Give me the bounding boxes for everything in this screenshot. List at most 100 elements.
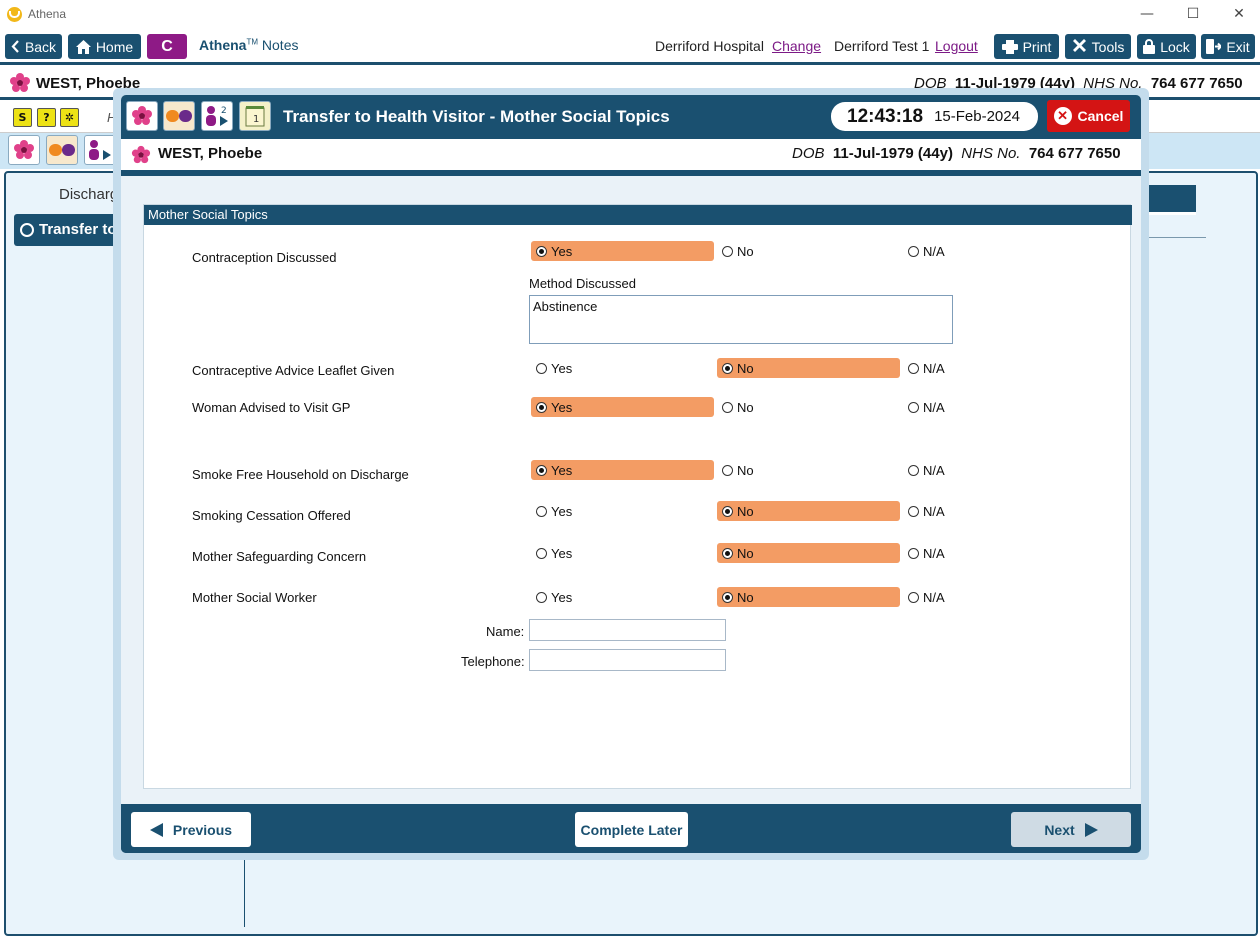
bg-people-tab-icon[interactable] xyxy=(84,135,116,165)
modal-notes-icon[interactable]: 1 xyxy=(239,101,271,131)
leaflet-na-option[interactable]: N/A xyxy=(903,358,1086,378)
change-hospital-link[interactable]: Change xyxy=(772,38,822,54)
gp-no-option[interactable]: No xyxy=(717,397,900,417)
previous-button[interactable]: Previous xyxy=(131,812,251,847)
option-label: N/A xyxy=(923,503,945,519)
contraception-no-option[interactable]: No xyxy=(717,241,900,261)
bg-flower-tab-icon[interactable] xyxy=(8,135,40,165)
smoke-free-na-option[interactable]: N/A xyxy=(903,460,1086,480)
radio-icon xyxy=(722,591,733,603)
c-button[interactable]: C xyxy=(147,34,187,59)
lock-button[interactable]: Lock xyxy=(1137,34,1196,59)
contraception-na-option[interactable]: N/A xyxy=(903,241,1086,261)
next-button[interactable]: Next xyxy=(1011,812,1131,847)
printer-icon xyxy=(1001,39,1018,54)
background-discharge-label: Discharg xyxy=(59,186,119,203)
main-toolbar: Back Home C AthenaTM Notes Derriford Hos… xyxy=(0,28,1260,65)
brand-tm: TM xyxy=(246,37,259,47)
social-worker-telephone-input[interactable] xyxy=(529,649,726,671)
contraception-yes-option[interactable]: Yes xyxy=(531,241,714,261)
minimize-button[interactable]: — xyxy=(1140,6,1154,22)
radio-icon xyxy=(536,505,547,517)
chevron-left-icon xyxy=(11,40,19,53)
home-icon xyxy=(75,39,91,54)
lock-icon xyxy=(1143,39,1156,54)
logout-link[interactable]: Logout xyxy=(935,38,978,54)
option-label: No xyxy=(737,399,754,415)
athena-logo-icon xyxy=(7,6,22,22)
settings-icon[interactable]: ✲ xyxy=(60,108,79,127)
smoke-free-no-option[interactable]: No xyxy=(717,460,900,480)
s-icon[interactable]: S xyxy=(13,108,32,127)
leaflet-yes-option[interactable]: Yes xyxy=(531,358,714,378)
background-vertical-line xyxy=(244,857,245,927)
gp-yes-option[interactable]: Yes xyxy=(531,397,714,417)
complete-later-button[interactable]: Complete Later xyxy=(575,812,688,847)
gp-na-option[interactable]: N/A xyxy=(903,397,1086,417)
nhs-label: NHS No. xyxy=(1083,75,1143,92)
safeguarding-na-option[interactable]: N/A xyxy=(903,543,1086,563)
modal-medication-icon[interactable] xyxy=(163,101,195,131)
radio-icon xyxy=(536,401,547,413)
modal-dob-value: 11-Jul-1979 (44y) xyxy=(832,145,953,162)
radio-icon xyxy=(908,401,919,413)
window-titlebar: Athena — ☐ ✕ xyxy=(0,0,1260,28)
modal-flower-icon[interactable] xyxy=(126,101,158,131)
modal-patient-demographics: DOB 11-Jul-1979 (44y) NHS No. 764 677 76… xyxy=(792,145,1121,162)
method-discussed-label: Method Discussed xyxy=(529,276,636,291)
social-worker-name-input[interactable] xyxy=(529,619,726,641)
option-label: Yes xyxy=(551,503,573,519)
cancel-x-icon: ✕ xyxy=(1053,107,1072,125)
method-discussed-textarea[interactable]: Abstinence xyxy=(529,295,953,344)
exit-button[interactable]: Exit xyxy=(1201,34,1255,59)
sidebar-item-transfer[interactable]: Transfer to xyxy=(14,214,124,246)
option-label: No xyxy=(737,462,754,478)
radio-icon xyxy=(908,591,919,603)
social-worker-na-option[interactable]: N/A xyxy=(903,587,1086,607)
cessation-no-option[interactable]: No xyxy=(717,501,900,521)
cessation-na-option[interactable]: N/A xyxy=(903,501,1086,521)
social-worker-yes-option[interactable]: Yes xyxy=(531,587,714,607)
back-button[interactable]: Back xyxy=(5,34,62,59)
radio-icon xyxy=(536,245,547,257)
cessation-yes-option[interactable]: Yes xyxy=(531,501,714,521)
bg-medication-tab-icon[interactable] xyxy=(46,135,78,165)
people-icon-badge: 2 xyxy=(221,106,227,116)
home-label: Home xyxy=(95,38,134,55)
clock-time: 12:43:18 xyxy=(847,105,924,127)
option-label: N/A xyxy=(923,545,945,561)
option-label: No xyxy=(737,503,754,519)
dob-label: DOB xyxy=(914,75,947,92)
tools-button[interactable]: Tools xyxy=(1065,34,1131,59)
athena-notes-brand: AthenaTM Notes xyxy=(199,37,298,53)
safeguarding-yes-option[interactable]: Yes xyxy=(531,543,714,563)
brand-suffix: Notes xyxy=(261,37,299,53)
tools-icon xyxy=(1072,39,1086,52)
modal-footer: Previous Complete Later Next xyxy=(121,804,1141,853)
safeguarding-no-option[interactable]: No xyxy=(717,543,900,563)
leaflet-no-option[interactable]: No xyxy=(717,358,900,378)
maximize-button[interactable]: ☐ xyxy=(1186,6,1200,22)
social-worker-no-option[interactable]: No xyxy=(717,587,900,607)
modal-header: 2 1 Transfer to Health Visitor - Mother … xyxy=(121,95,1141,139)
cancel-button[interactable]: ✕ Cancel xyxy=(1047,100,1130,132)
option-label: N/A xyxy=(923,243,945,259)
previous-label: Previous xyxy=(172,821,233,838)
modal-people-icon[interactable]: 2 xyxy=(201,101,233,131)
radio-icon xyxy=(536,464,547,476)
option-label: Yes xyxy=(551,399,573,415)
patient-name: WEST, Phoebe xyxy=(36,75,141,92)
home-button[interactable]: Home xyxy=(68,34,141,59)
close-window-button[interactable]: ✕ xyxy=(1233,6,1245,22)
smoke-free-yes-option[interactable]: Yes xyxy=(531,460,714,480)
clock-display: 12:43:18 15-Feb-2024 xyxy=(831,102,1038,131)
radio-icon xyxy=(722,505,733,517)
radio-icon xyxy=(536,547,547,559)
mother-social-topics-section: Mother Social Topics Contraception Discu… xyxy=(143,204,1132,789)
print-button[interactable]: Print xyxy=(994,34,1059,59)
radio-icon xyxy=(722,547,733,559)
option-label: No xyxy=(737,360,754,376)
clock-date: 15-Feb-2024 xyxy=(934,108,1020,125)
help-icon[interactable]: ? xyxy=(37,108,56,127)
modal-nhs-label: NHS No. xyxy=(961,145,1021,162)
